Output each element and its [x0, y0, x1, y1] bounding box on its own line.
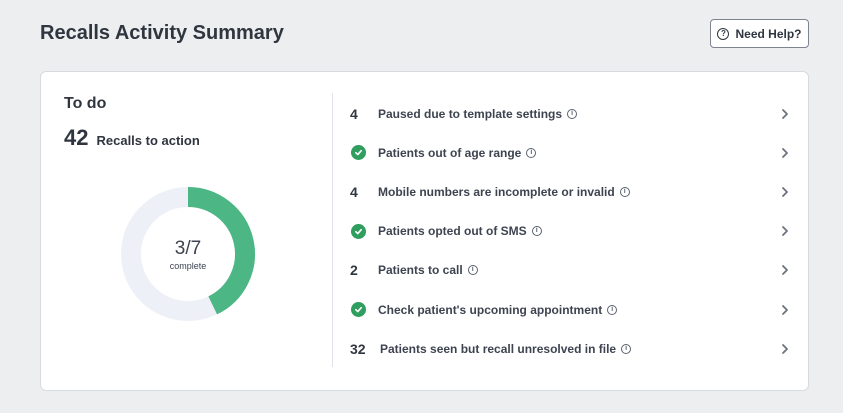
chevron-right-icon: [782, 304, 788, 315]
row-count: 4: [350, 183, 358, 200]
action-row[interactable]: Check patient's upcoming appointment i: [350, 290, 800, 329]
action-row[interactable]: 4 Mobile numbers are incomplete or invali…: [350, 172, 800, 211]
check-circle-icon: [351, 223, 366, 239]
row-label: Patients seen but recall unresolved in f…: [380, 341, 617, 356]
check-circle-icon: [351, 145, 366, 161]
info-icon[interactable]: i: [526, 147, 537, 158]
row-count-cell: 4: [350, 184, 378, 200]
info-icon[interactable]: i: [607, 304, 618, 315]
action-row[interactable]: 2 Patients to call i: [350, 251, 800, 290]
info-icon[interactable]: i: [619, 186, 630, 197]
action-row[interactable]: 4 Paused due to template settings i: [350, 94, 800, 133]
progress-caption: complete: [169, 260, 207, 271]
action-row[interactable]: 32 Patients seen but recall unresolved in…: [350, 329, 800, 368]
progress-value: 3/7: [174, 237, 202, 259]
recalls-summary-card: To do 42 Recalls to action 3/7 complete …: [40, 71, 809, 391]
need-help-button[interactable]: ? Need Help?: [710, 19, 809, 48]
row-count-cell: 32: [350, 341, 380, 357]
row-label: Check patient's upcoming appointment: [378, 302, 603, 317]
vertical-divider: [332, 93, 333, 367]
chevron-right-icon: [782, 265, 788, 276]
recalls-label: Recalls to action: [96, 133, 200, 148]
info-icon[interactable]: i: [567, 108, 578, 119]
row-label: Patients out of age range: [378, 145, 522, 160]
progress-donut: [121, 187, 255, 321]
action-row[interactable]: Patients out of age range i: [350, 133, 800, 172]
row-count-cell: 4: [350, 106, 378, 122]
page-title: Recalls Activity Summary: [40, 22, 284, 44]
completed-check: [350, 223, 378, 239]
completed-check: [350, 145, 378, 161]
donut-progress-arc: [187, 187, 255, 315]
row-label: Patients opted out of SMS: [378, 224, 527, 239]
check-circle-icon: [351, 302, 366, 318]
chevron-right-icon: [782, 226, 788, 237]
info-icon[interactable]: i: [531, 226, 542, 237]
donut-center: 3/7 complete: [120, 186, 256, 322]
row-count: 4: [350, 105, 358, 122]
recalls-to-action: 42 Recalls to action: [64, 125, 200, 151]
action-row[interactable]: Patients opted out of SMS i: [350, 212, 800, 251]
row-count: 2: [350, 262, 358, 279]
chevron-right-icon: [782, 343, 788, 354]
recalls-count: 42: [64, 125, 89, 150]
chevron-right-icon: [782, 108, 788, 119]
row-count: 32: [350, 340, 366, 357]
row-label: Mobile numbers are incomplete or invalid: [378, 184, 615, 199]
row-count-cell: 2: [350, 262, 378, 278]
action-list: 4 Paused due to template settings i Patient…: [350, 94, 800, 368]
todo-title: To do: [64, 95, 107, 112]
completed-check: [350, 302, 378, 318]
row-label: Paused due to template settings: [378, 106, 563, 121]
chevron-right-icon: [782, 147, 788, 158]
info-icon[interactable]: i: [467, 265, 478, 276]
row-label: Patients to call: [378, 263, 463, 278]
chevron-right-icon: [782, 187, 788, 197]
need-help-label: Need Help?: [735, 26, 802, 41]
question-circle-icon: ?: [717, 27, 730, 40]
info-icon[interactable]: i: [621, 343, 632, 354]
